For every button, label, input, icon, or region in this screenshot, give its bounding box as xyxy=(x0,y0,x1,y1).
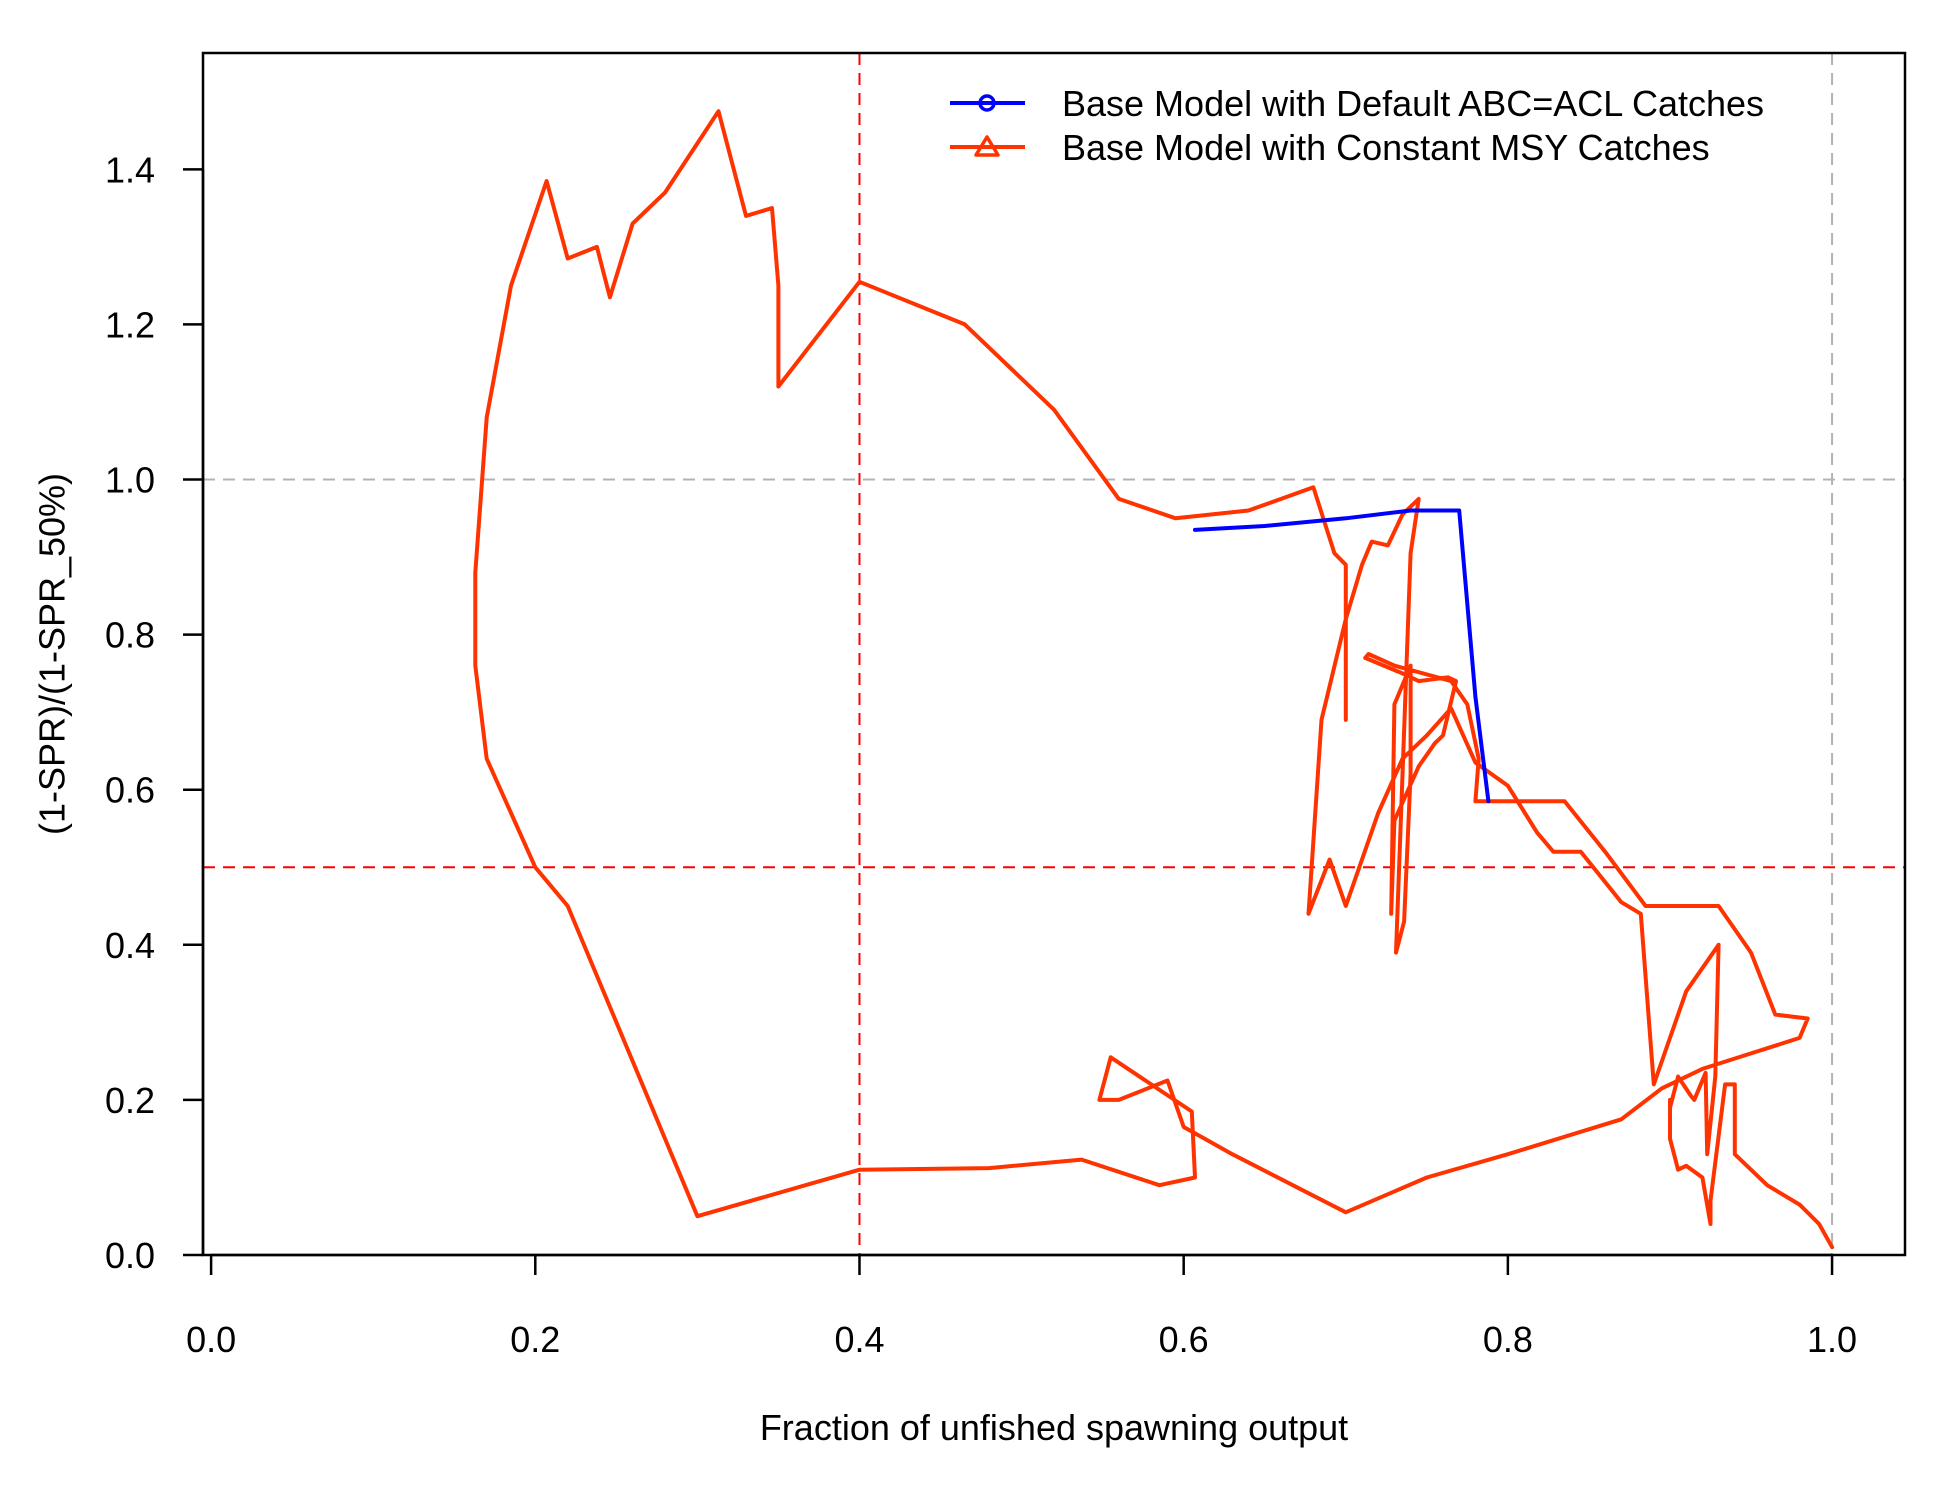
legend-label: Base Model with Constant MSY Catches xyxy=(1062,127,1710,168)
y-tick-label: 0.2 xyxy=(105,1080,155,1121)
x-tick-label: 0.4 xyxy=(834,1319,884,1360)
series-layer xyxy=(473,109,1835,1250)
series-line-1 xyxy=(473,109,1835,1250)
legend-marker-circle xyxy=(978,94,996,112)
legend: Base Model with Default ABC=ACL CatchesB… xyxy=(950,83,1764,168)
legend-marker-triangle xyxy=(974,135,1000,157)
y-tick-label: 1.2 xyxy=(105,304,155,345)
reference-lines xyxy=(203,53,1905,1255)
y-axis-label: (1-SPR)/(1-SPR_50%) xyxy=(32,473,73,835)
x-tick-label: 0.8 xyxy=(1483,1319,1533,1360)
x-tick-label: 0.0 xyxy=(186,1319,236,1360)
x-tick-label: 1.0 xyxy=(1807,1319,1857,1360)
legend-label: Base Model with Default ABC=ACL Catches xyxy=(1062,83,1764,124)
x-tick-label: 0.2 xyxy=(510,1319,560,1360)
x-tick-label: 0.6 xyxy=(1159,1319,1209,1360)
x-axis-label: Fraction of unfished spawning output xyxy=(760,1407,1348,1448)
x-axis: 0.0 0.2 0.4 0.6 0.8 1.0 xyxy=(186,1253,1857,1360)
y-tick-label: 1.0 xyxy=(105,460,155,501)
y-axis: 0.0 0.2 0.4 0.6 0.8 1.0 1.2 1.4 xyxy=(105,149,205,1276)
y-tick-label: 0.8 xyxy=(105,615,155,656)
series-line-2 xyxy=(1193,508,1491,804)
y-tick-label: 0.6 xyxy=(105,770,155,811)
y-tick-label: 0.4 xyxy=(105,925,155,966)
y-tick-label: 1.4 xyxy=(105,149,155,190)
y-tick-label: 0.0 xyxy=(105,1235,155,1276)
